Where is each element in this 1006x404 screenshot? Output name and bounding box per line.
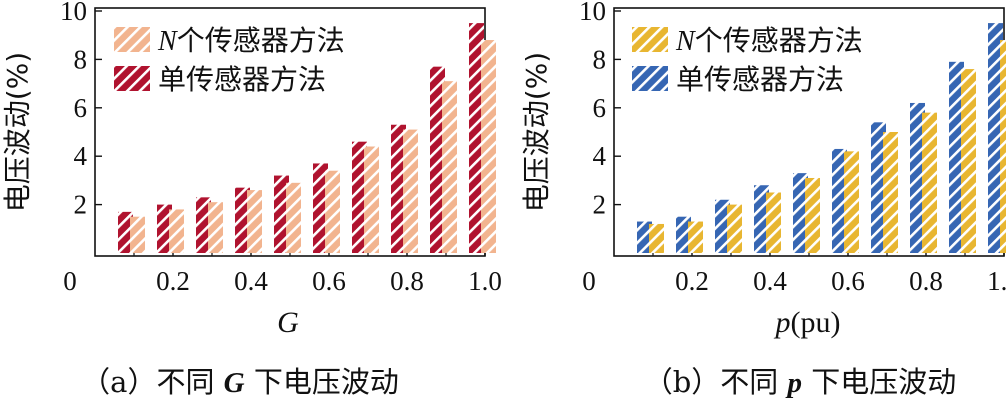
legend-a-label-single-sensor: 单传感器方法: [158, 63, 326, 96]
legend-b-swatch-single-sensor: [632, 66, 668, 91]
y-tick-label: 2: [74, 190, 88, 220]
x-tick-label: 0.4: [234, 266, 268, 296]
bar-n-sensor: [364, 146, 379, 253]
x-tick-label: 0.8: [909, 266, 943, 296]
y-tick-label: 4: [593, 141, 607, 171]
chart-b-legend: N个传感器方法 单传感器方法: [632, 24, 863, 96]
bar-single-sensor: [313, 163, 328, 253]
chart-a: 2 4 6 8 10 0 0.2 0.4 0.6 0.8 1.0 电压波动(%) G N个传感器方…: [1, 0, 502, 399]
y-tick-label: 10: [579, 0, 606, 26]
bar-single-sensor: [676, 216, 691, 253]
bar-single-sensor: [235, 187, 250, 253]
y-tick-label: 6: [74, 93, 88, 123]
bar-single-sensor: [832, 148, 847, 253]
bar-n-sensor: [805, 177, 820, 253]
y-tick-label: 2: [593, 190, 607, 220]
legend-a-swatch-single-sensor: [114, 66, 150, 91]
bar-single-sensor: [793, 173, 808, 253]
x-tick-label: 1.0: [468, 266, 502, 296]
chart-a-ylabel: 电压波动(%): [1, 52, 34, 212]
bar-single-sensor: [988, 23, 1003, 253]
x-tick-label: 0.6: [831, 266, 865, 296]
chart-a-xlabel: G: [277, 306, 299, 339]
chart-a-caption: （a）不同 G 下电压波动: [81, 365, 399, 399]
bar-single-sensor: [871, 122, 886, 253]
bar-n-sensor: [883, 132, 898, 253]
y-tick-label: 8: [74, 44, 88, 74]
bar-single-sensor: [118, 211, 133, 253]
y-tick-label: 10: [60, 0, 87, 26]
chart-b: 2 4 6 8 10 0 0.2 0.4 0.6 0.8 1.0 电压波动(%) p(pu) N个…: [520, 0, 1006, 399]
bar-n-sensor: [286, 182, 301, 253]
y-tick-label: 8: [593, 44, 607, 74]
y-tick-label: 4: [74, 141, 88, 171]
y-tick-label: 6: [593, 93, 607, 123]
x-tick-label: 1.0: [987, 266, 1006, 296]
bar-n-sensor: [922, 112, 937, 253]
bar-n-sensor: [325, 170, 340, 253]
bar-single-sensor: [637, 221, 652, 253]
bar-n-sensor: [844, 151, 859, 253]
chart-a-legend: N个传感器方法 单传感器方法: [114, 24, 345, 96]
bar-single-sensor: [910, 102, 925, 254]
bar-single-sensor: [196, 197, 211, 253]
bar-n-sensor: [1000, 40, 1006, 253]
bar-n-sensor: [727, 204, 742, 253]
bar-n-sensor: [688, 221, 703, 253]
x-tick-label: 0: [63, 266, 77, 296]
bar-n-sensor: [208, 202, 223, 253]
bar-n-sensor: [169, 209, 184, 253]
bar-n-sensor: [442, 81, 457, 254]
bar-single-sensor: [274, 175, 289, 253]
x-tick-label: 0.8: [390, 266, 424, 296]
legend-b-label-n-sensor: N个传感器方法: [675, 24, 863, 57]
bar-single-sensor: [391, 124, 406, 254]
bar-single-sensor: [715, 199, 730, 253]
bar-single-sensor: [754, 185, 769, 253]
bar-n-sensor: [961, 69, 976, 253]
legend-b-swatch-n-sensor: [632, 27, 668, 52]
bar-single-sensor: [469, 23, 484, 253]
bar-n-sensor: [481, 40, 496, 253]
bar-n-sensor: [403, 129, 418, 253]
bar-n-sensor: [766, 192, 781, 253]
bar-n-sensor: [130, 216, 145, 253]
x-tick-label: 0.2: [156, 266, 190, 296]
bar-single-sensor: [352, 141, 367, 253]
bar-n-sensor: [247, 190, 262, 253]
legend-a-swatch-n-sensor: [114, 27, 150, 52]
legend-a-label-n-sensor: N个传感器方法: [157, 24, 345, 57]
chart-b-ylabel: 电压波动(%): [520, 52, 553, 212]
bar-single-sensor: [949, 61, 964, 253]
legend-b-label-single-sensor: 单传感器方法: [676, 63, 844, 96]
bar-n-sensor: [649, 223, 664, 253]
chart-b-caption: （b）不同 p 下电压波动: [644, 365, 957, 399]
bar-single-sensor: [157, 204, 172, 253]
x-tick-label: 0: [582, 266, 596, 296]
chart-b-xlabel: p(pu): [774, 306, 841, 339]
x-tick-label: 0.2: [675, 266, 709, 296]
x-tick-label: 0.4: [753, 266, 787, 296]
bar-single-sensor: [430, 66, 445, 253]
x-tick-label: 0.6: [312, 266, 346, 296]
